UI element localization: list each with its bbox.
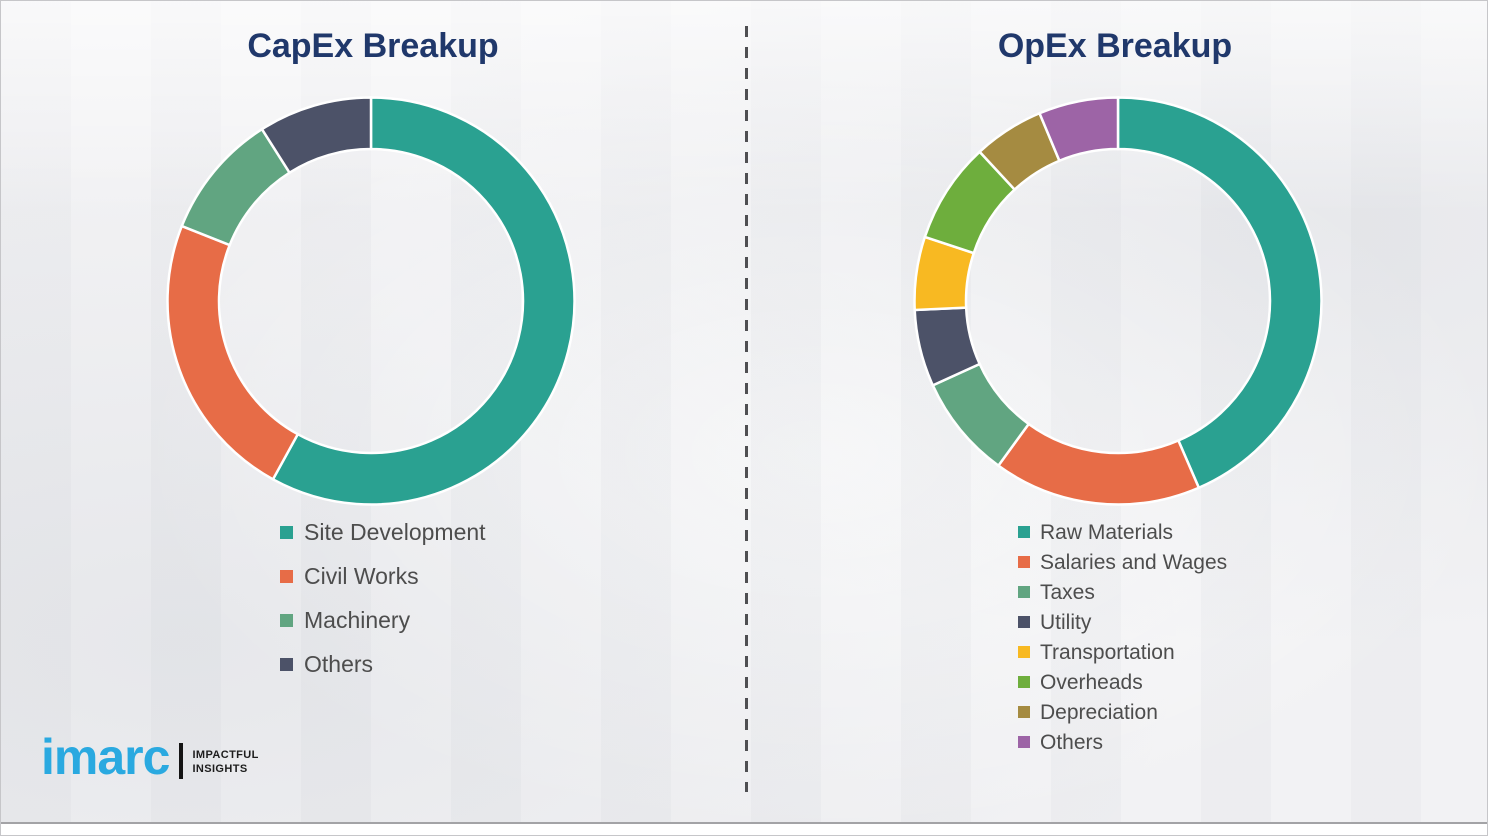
- legend-swatch-icon: [280, 569, 293, 583]
- logo-separator-bar: [179, 742, 184, 779]
- legend-item-utility: Utility: [1018, 607, 1227, 637]
- legend-label: Depreciation: [1040, 700, 1158, 724]
- donut-segment-site-development: [271, 96, 576, 506]
- legend-item-others: Others: [280, 642, 486, 686]
- donut-segment-salaries-and-wages: [996, 422, 1201, 506]
- opex-chart-title: OpEx Breakup: [997, 27, 1233, 65]
- bottom-border-strip: [1, 822, 1487, 835]
- legend-swatch-icon: [1018, 526, 1030, 538]
- logo-tagline: IMPACTFUL INSIGHTS: [192, 749, 258, 782]
- legend-item-salaries-and-wages: Salaries and Wages: [1018, 547, 1227, 577]
- legend-swatch-icon: [1018, 676, 1030, 688]
- legend-item-civil-works: Civil Works: [280, 554, 486, 598]
- legend-swatch-icon: [1018, 586, 1030, 598]
- dashed-divider: [745, 26, 748, 792]
- legend-label: Machinery: [304, 606, 411, 633]
- legend-item-depreciation: Depreciation: [1018, 697, 1227, 727]
- legend-label: Raw Materials: [1040, 520, 1174, 544]
- logo-tagline-line1: IMPACTFUL: [192, 749, 259, 761]
- opex-donut-chart: [913, 96, 1323, 506]
- donut-segment-others: [260, 96, 373, 175]
- legend-label: Salaries and Wages: [1040, 550, 1228, 574]
- legend-swatch-icon: [280, 657, 293, 671]
- legend-item-site-development: Site Development: [280, 510, 486, 554]
- capex-legend: Site Development Civil Works Machinery Othe…: [280, 510, 486, 686]
- legend-item-machinery: Machinery: [280, 598, 486, 642]
- legend-swatch-icon: [280, 525, 293, 539]
- legend-label: Taxes: [1040, 580, 1095, 604]
- capex-donut-chart: [166, 96, 576, 506]
- imarc-logo-wordmark: imarc: [41, 729, 170, 785]
- legend-label: Civil Works: [304, 562, 419, 589]
- legend-label: Overheads: [1040, 670, 1143, 694]
- donut-segment-others: [1037, 96, 1120, 163]
- legend-item-others: Others: [1018, 727, 1227, 757]
- legend-label: Others: [1040, 730, 1104, 754]
- legend-swatch-icon: [1018, 706, 1030, 718]
- legend-label: Others: [304, 650, 374, 677]
- legend-swatch-icon: [1018, 616, 1030, 628]
- legend-swatch-icon: [1018, 736, 1030, 748]
- legend-item-overheads: Overheads: [1018, 667, 1227, 697]
- imarc-logo: imarc IMPACTFUL INSIGHTS: [41, 729, 259, 785]
- logo-tagline-line2: INSIGHTS: [192, 762, 248, 775]
- legend-label: Site Development: [304, 518, 486, 545]
- legend-swatch-icon: [280, 613, 293, 627]
- opex-legend: Raw Materials Salaries and Wages Taxes Util…: [1018, 517, 1227, 757]
- donut-segment-civil-works: [166, 224, 300, 482]
- legend-swatch-icon: [1018, 646, 1030, 658]
- legend-label: Transportation: [1040, 640, 1175, 664]
- legend-item-raw-materials: Raw Materials: [1018, 517, 1227, 547]
- legend-item-transportation: Transportation: [1018, 637, 1227, 667]
- legend-item-taxes: Taxes: [1018, 577, 1227, 607]
- legend-swatch-icon: [1018, 556, 1030, 568]
- donut-segment-raw-materials: [1116, 96, 1323, 490]
- capex-chart-title: CapEx Breakup: [247, 27, 499, 65]
- legend-label: Utility: [1040, 610, 1092, 634]
